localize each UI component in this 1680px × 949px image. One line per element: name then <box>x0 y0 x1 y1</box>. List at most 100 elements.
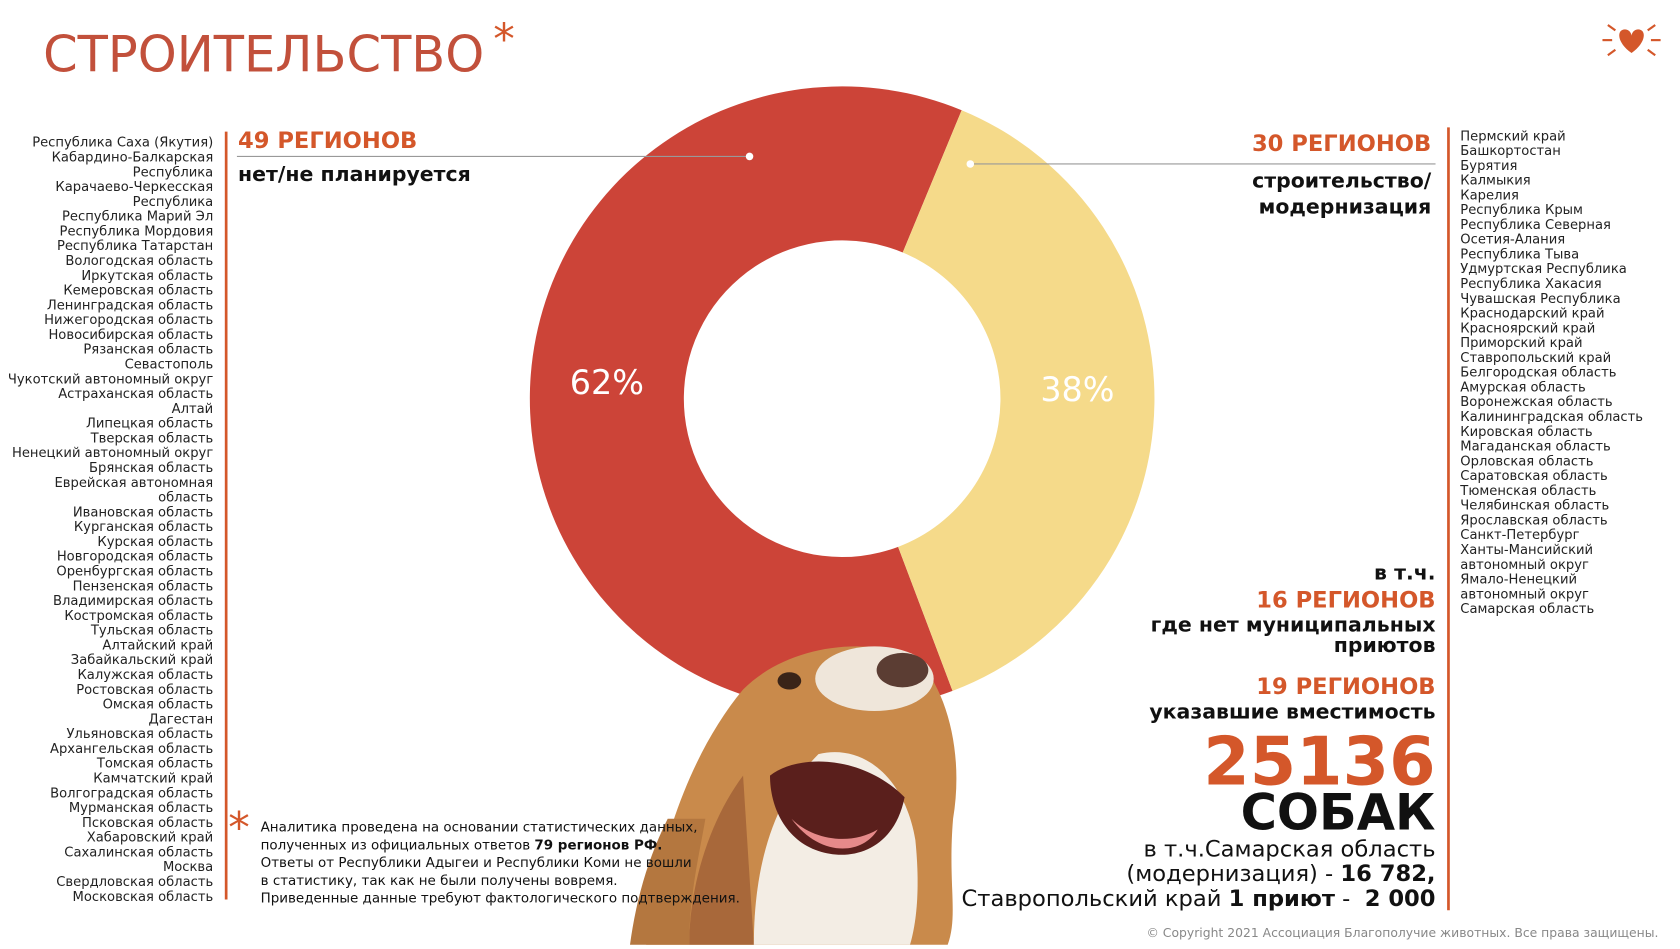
dog-illustration <box>630 646 957 945</box>
region-name: Сахалинская область <box>64 845 213 860</box>
segment-caption: нет/не планируется <box>238 162 471 186</box>
region-name: Алтайский край <box>102 638 213 653</box>
region-name: Республика <box>133 165 214 180</box>
footnote-mark: * <box>228 803 250 853</box>
dog-count-unit: СОБАК <box>1241 784 1436 842</box>
region-name: Астраханская область <box>58 387 213 402</box>
region-name: Республика Тыва <box>1460 247 1579 262</box>
region-name: Республика <box>133 195 214 210</box>
segment-caption: модернизация <box>1259 195 1432 219</box>
region-name: Алтай <box>172 402 214 417</box>
region-name: Ямало-Ненецкий <box>1460 573 1577 588</box>
donut: 62% 38% <box>529 86 1155 712</box>
segment-heading: 49 РЕГИОНОВ <box>238 128 417 154</box>
region-name: Севастополь <box>125 358 214 373</box>
region-name: Хабаровский край <box>87 831 213 846</box>
region-name: Томская область <box>96 757 213 772</box>
region-name: Ханты-Мансийский <box>1460 543 1593 558</box>
region-name: Республика Хакасия <box>1460 277 1601 292</box>
footnote-line: в статистику, так как не были получены в… <box>261 873 618 889</box>
region-name: Республика Марий Эл <box>62 210 213 225</box>
region-name: Еврейская автономная <box>55 476 214 491</box>
region-name: Белгородская область <box>1460 366 1616 381</box>
region-name: Республика Татарстан <box>57 239 213 254</box>
region-name: Республика Крым <box>1460 203 1583 218</box>
donut-segment <box>898 110 1155 691</box>
copyright: © Copyright 2021 Ассоциация Благополучие… <box>1147 926 1659 940</box>
region-name: Новгородская область <box>57 550 213 565</box>
region-name: Кировская область <box>1460 425 1592 440</box>
region-name: Москва <box>163 860 213 875</box>
region-name: Иркутская область <box>81 269 213 284</box>
region-name: Пензенская область <box>73 579 214 594</box>
region-name: Санкт-Петербург <box>1460 528 1579 543</box>
segment-heading: 30 РЕГИОНОВ <box>1252 131 1431 157</box>
region-name: Удмуртская Республика <box>1460 262 1627 277</box>
region-name: Амурская область <box>1460 380 1585 395</box>
region-name: Кабардино-Балкарская <box>52 151 214 166</box>
text-fragment: Ответы от Республики Адыгеи и Республики… <box>261 855 692 871</box>
region-name: Рязанская область <box>83 343 213 358</box>
text-fragment: в статистику, так как не были получены в… <box>261 873 618 889</box>
footnote-line: Аналитика проведена на основании статист… <box>261 821 698 836</box>
region-name: Липецкая область <box>86 417 213 432</box>
segment-caption: строительство/ <box>1252 169 1432 193</box>
text-fragment: 2 000 <box>1365 886 1436 912</box>
region-name: Нижегородская область <box>44 313 213 328</box>
region-name: Свердловская область <box>56 875 213 890</box>
text-fragment: 1 приют <box>1229 886 1335 912</box>
region-name: Калужская область <box>77 668 213 683</box>
region-name: Камчатский край <box>93 772 213 787</box>
region-name: автономный округ <box>1460 558 1589 573</box>
region-name: Волгоградская область <box>50 786 213 801</box>
region-name: Омская область <box>103 698 214 713</box>
text-fragment: 79 регионов РФ. <box>534 838 662 853</box>
value-label: 62% <box>570 363 644 402</box>
region-name: Тверская область <box>90 431 214 446</box>
region-name: Краснодарский край <box>1460 307 1604 322</box>
region-name: Костромская область <box>64 609 213 624</box>
region-name: Бурятия <box>1460 159 1517 174</box>
region-name: Ростовская область <box>76 683 213 698</box>
region-name: Чукотский автономный округ <box>8 372 213 387</box>
text-fragment: полученных из официальных ответов <box>261 838 535 853</box>
region-name: Оренбургская область <box>56 565 213 580</box>
text-fragment: - <box>1335 886 1365 912</box>
summary-caption: где нет муниципальных <box>1151 612 1436 636</box>
region-name: Курская область <box>97 535 213 550</box>
leader-dot <box>745 152 754 161</box>
region-name: Калининградская область <box>1460 410 1643 425</box>
region-name: Мурманская область <box>69 801 213 816</box>
text-fragment: в т.ч.Самарская область <box>1143 836 1435 862</box>
region-name: Ставропольский край <box>1460 351 1611 366</box>
region-name: Республика Саха (Якутия) <box>32 136 213 151</box>
region-name: Башкортостан <box>1460 144 1561 159</box>
summary-detail: в т.ч.Самарская область <box>1143 836 1435 862</box>
value-label: 38% <box>1040 370 1114 409</box>
region-name: Новосибирская область <box>48 328 213 343</box>
text-fragment: 16 782, <box>1340 861 1435 887</box>
region-name: Ненецкий автономный округ <box>12 446 213 461</box>
logo <box>1602 24 1661 57</box>
region-name: Ивановская область <box>73 505 213 520</box>
region-name: Чувашская Республика <box>1460 292 1620 307</box>
text-fragment: Ставропольский край <box>962 886 1229 912</box>
region-name: Ульяновская область <box>66 727 213 742</box>
region-name: Карелия <box>1460 188 1519 203</box>
region-name: Архангельская область <box>50 742 213 757</box>
title-mark: * <box>493 15 515 65</box>
region-name: Тульская область <box>90 624 213 639</box>
region-name: Челябинская область <box>1460 499 1609 514</box>
text-fragment: (модернизация) - <box>1126 861 1340 887</box>
summary-detail: (модернизация) - 16 782, <box>1126 861 1435 887</box>
footnote-line: Ответы от Республики Адыгеи и Республики… <box>261 855 692 871</box>
region-name: Брянская область <box>89 461 213 476</box>
title: СТРОИТЕЛЬСТВО <box>43 25 484 83</box>
region-name: Дагестан <box>148 712 213 727</box>
region-name: Республика Мордовия <box>60 224 214 239</box>
region-name: Курганская область <box>74 520 213 535</box>
region-name: Московская область <box>73 890 214 905</box>
